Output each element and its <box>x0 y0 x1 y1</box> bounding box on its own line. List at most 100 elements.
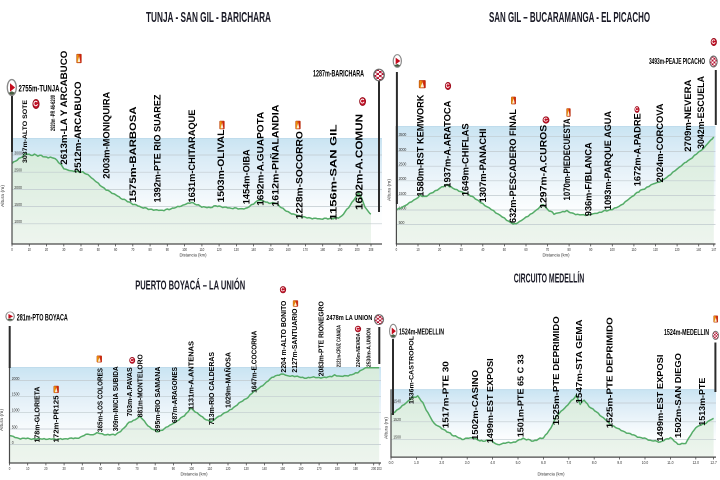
svg-text:2024m-CORCOVA: 2024m-CORCOVA <box>655 103 665 183</box>
svg-text:180: 180 <box>335 466 340 471</box>
svg-text:1647m-E.COCORNA: 1647m-E.COCORNA <box>249 330 258 392</box>
svg-text:1000: 1000 <box>14 219 22 224</box>
svg-text:1517m-PTE 30: 1517m-PTE 30 <box>441 361 451 428</box>
svg-text:190: 190 <box>353 466 358 471</box>
svg-text:208: 208 <box>369 247 374 252</box>
svg-text:200: 200 <box>355 247 360 252</box>
svg-text:2500: 2500 <box>399 162 407 167</box>
svg-text:0.0: 0.0 <box>389 460 394 465</box>
svg-text:1287m-BARICHARA: 1287m-BARICHARA <box>313 69 364 80</box>
svg-text:30: 30 <box>62 247 65 252</box>
svg-text:190: 190 <box>338 247 343 252</box>
svg-text:1500: 1500 <box>393 435 401 440</box>
svg-text:70: 70 <box>131 247 134 252</box>
svg-text:110: 110 <box>207 466 212 471</box>
svg-text:90: 90 <box>589 247 592 252</box>
svg-text:120: 120 <box>653 247 658 252</box>
svg-text:1525m-PTE DEPRIMIDO: 1525m-PTE DEPRIMIDO <box>604 317 614 429</box>
svg-text:2000: 2000 <box>14 185 22 190</box>
svg-text:10: 10 <box>26 466 29 471</box>
svg-text:1602m-A.COMUN: 1602m-A.COMUN <box>355 114 366 210</box>
svg-text:10: 10 <box>28 247 31 252</box>
svg-text:1502m-CASINO: 1502m-CASINO <box>470 369 480 440</box>
svg-text:Altura (m): Altura (m) <box>387 178 392 201</box>
svg-text:0: 0 <box>12 440 14 445</box>
svg-text:3000: 3000 <box>14 150 22 155</box>
svg-text:1672m-A.PADRE: 1672m-A.PADRE <box>632 113 642 186</box>
svg-text:160: 160 <box>299 466 304 471</box>
svg-text:1612m-PIÑALANDIA: 1612m-PIÑALANDIA <box>271 104 281 206</box>
svg-text:Distancia (km): Distancia (km) <box>181 472 208 477</box>
svg-text:172m-PR125: 172m-PR125 <box>52 395 61 443</box>
svg-text:1524m-MEDELLIN: 1524m-MEDELLIN <box>664 328 709 337</box>
svg-text:10.0: 10.0 <box>642 460 649 465</box>
svg-text:110: 110 <box>632 247 637 252</box>
svg-text:3493m-PEAJE PICACHO: 3493m-PEAJE PICACHO <box>649 57 705 66</box>
svg-text:1540: 1540 <box>393 398 401 403</box>
svg-text:1392m-PTE RIO SUAREZ: 1392m-PTE RIO SUAREZ <box>152 94 162 202</box>
svg-text:713m-RIO CALDERAS: 713m-RIO CALDERAS <box>207 352 216 425</box>
svg-text:Distancia (km): Distancia (km) <box>180 253 207 258</box>
svg-text:2512m-ARCABUCO: 2512m-ARCABUCO <box>73 81 83 173</box>
svg-text:1228m-SOCORRO: 1228m-SOCORRO <box>295 131 305 219</box>
svg-text:703m-A.PAVAS: 703m-A.PAVAS <box>125 367 134 416</box>
svg-text:30: 30 <box>460 247 463 252</box>
svg-text:70: 70 <box>135 466 138 471</box>
svg-text:365m-LOS COLORES: 365m-LOS COLORES <box>95 368 104 432</box>
svg-text:2920m -PR 46-6209: 2920m -PR 46-6209 <box>50 95 57 131</box>
svg-text:130: 130 <box>234 247 239 252</box>
svg-text:1692m-A.GUAPOTA: 1692m-A.GUAPOTA <box>256 111 266 205</box>
svg-text:160: 160 <box>286 247 291 252</box>
svg-text:1454m-OIBA: 1454m-OIBA <box>241 149 251 204</box>
svg-text:881m-MONTELORO: 881m-MONTELORO <box>136 354 145 417</box>
svg-text:SAN GIL – BUCARAMANGA - EL PIC: SAN GIL – BUCARAMANGA - EL PICACHO <box>489 9 650 26</box>
svg-text:1536m-CASTROPOL: 1536m-CASTROPOL <box>410 336 416 404</box>
svg-text:80: 80 <box>154 466 157 471</box>
svg-text:10: 10 <box>416 247 419 252</box>
svg-text:1575m-BARBOSA: 1575m-BARBOSA <box>128 106 138 202</box>
svg-text:2613m-LA Y ARCABUCO: 2613m-LA Y ARCABUCO <box>59 51 69 165</box>
svg-text:180: 180 <box>320 247 325 252</box>
svg-text:2530m-A.UNION: 2530m-A.UNION <box>367 328 373 367</box>
svg-text:1524m-MEDELLIN: 1524m-MEDELLIN <box>399 328 444 337</box>
svg-text:203: 203 <box>377 466 382 471</box>
svg-text:20: 20 <box>438 247 441 252</box>
svg-text:110: 110 <box>200 247 205 252</box>
svg-text:40: 40 <box>79 247 82 252</box>
svg-text:170: 170 <box>317 466 322 471</box>
svg-text:1307m-PANACHI: 1307m-PANACHI <box>478 129 488 203</box>
svg-text:11.0: 11.0 <box>667 460 674 465</box>
svg-text:130: 130 <box>244 466 249 471</box>
svg-text:2003m-MONIQUIRA: 2003m-MONIQUIRA <box>101 91 111 178</box>
svg-text:2000: 2000 <box>399 176 407 181</box>
svg-text:140: 140 <box>696 247 701 252</box>
svg-text:170: 170 <box>303 247 308 252</box>
svg-text:1525m-PTE DEPRIMIDO: 1525m-PTE DEPRIMIDO <box>551 316 561 426</box>
svg-text:3.0: 3.0 <box>465 460 470 465</box>
svg-text:Distancia (km): Distancia (km) <box>538 472 565 477</box>
svg-text:3037m-ALTO SOTE: 3037m-ALTO SOTE <box>22 100 29 163</box>
svg-text:3500: 3500 <box>399 132 407 137</box>
svg-text:120: 120 <box>226 466 231 471</box>
svg-text:1500: 1500 <box>14 202 22 207</box>
svg-text:632m-PESCADERO FINAL: 632m-PESCADERO FINAL <box>508 108 518 223</box>
svg-text:0: 0 <box>396 247 398 252</box>
svg-text:1499m-EST EXPOSI: 1499m-EST EXPOSI <box>485 358 495 443</box>
svg-text:TUNJA - SAN GIL - BARICHARA: TUNJA - SAN GIL - BARICHARA <box>146 9 271 26</box>
svg-text:6.0: 6.0 <box>541 460 546 465</box>
svg-text:309m-INICIA SUBIDA: 309m-INICIA SUBIDA <box>111 366 120 431</box>
svg-text:3042m-ESCUELA: 3042m-ESCUELA <box>696 75 706 149</box>
svg-text:500: 500 <box>12 424 18 429</box>
svg-text:Altura (m): Altura (m) <box>0 184 5 207</box>
svg-text:3000: 3000 <box>399 147 407 152</box>
svg-text:1297m-A.CUROS: 1297m-A.CUROS <box>538 125 548 209</box>
svg-text:200: 200 <box>371 466 376 471</box>
svg-text:90: 90 <box>166 247 169 252</box>
svg-text:2000: 2000 <box>12 376 20 381</box>
svg-text:20: 20 <box>45 247 48 252</box>
svg-text:1513m-PTE: 1513m-PTE <box>697 377 707 425</box>
svg-text:1500: 1500 <box>12 392 20 397</box>
svg-text:1093m-PARQUE AGUA: 1093m-PARQUE AGUA <box>603 110 613 210</box>
svg-text:687m-ARAGONES: 687m-ARAGONES <box>170 367 179 423</box>
svg-text:5.0: 5.0 <box>516 460 521 465</box>
